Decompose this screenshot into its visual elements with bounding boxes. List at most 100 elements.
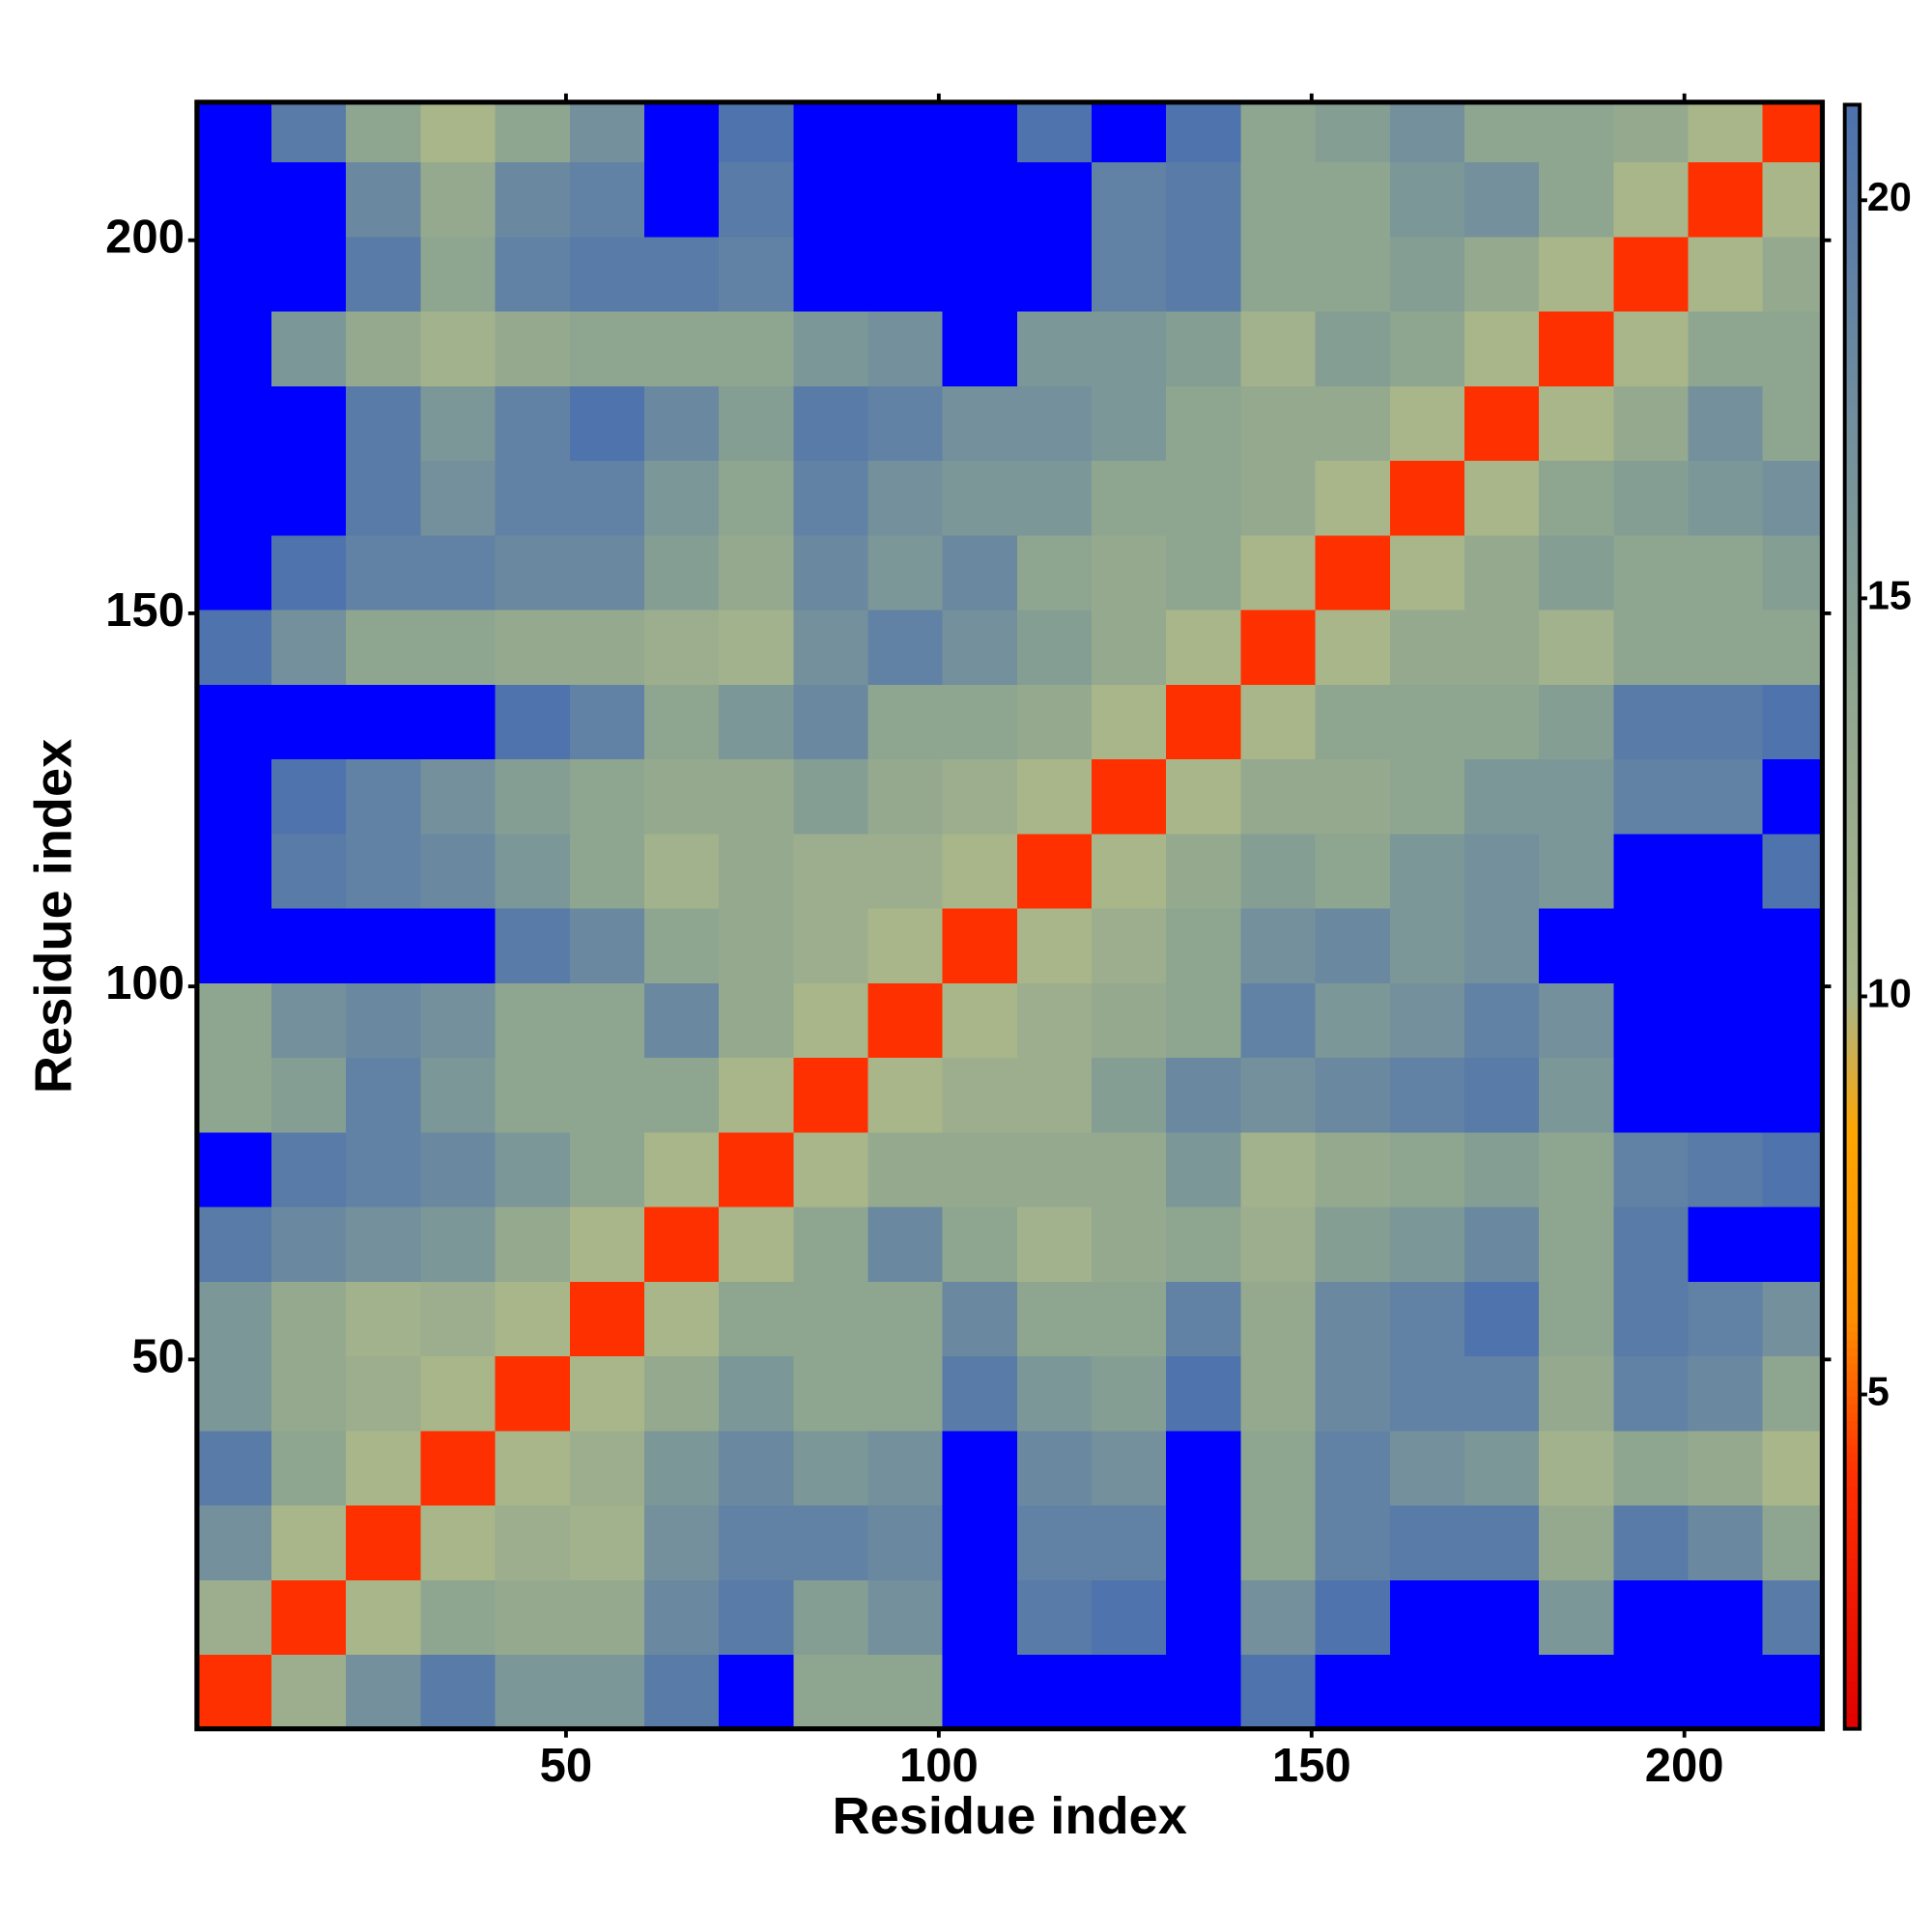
colorbar-slice <box>1844 624 1861 634</box>
heatmap-cell <box>495 982 571 1059</box>
colorbar-slice <box>1844 998 1861 1008</box>
colorbar-slice <box>1844 478 1861 488</box>
heatmap-cell <box>1240 1579 1317 1656</box>
colorbar-slice <box>1844 941 1861 951</box>
heatmap-cell <box>1092 1430 1167 1506</box>
heatmap-cell <box>1240 610 1317 685</box>
heatmap-cell <box>1613 1654 1690 1730</box>
colorbar-slice <box>1844 1136 1861 1146</box>
colorbar-slice <box>1844 738 1861 748</box>
colorbar-slice <box>1844 1339 1861 1349</box>
colorbar-slice <box>1844 1379 1861 1389</box>
heatmap-cell <box>942 236 1018 312</box>
heatmap-cell <box>346 1579 422 1656</box>
colorbar-slice <box>1844 1208 1861 1218</box>
colorbar-slice <box>1844 1298 1861 1308</box>
colorbar-slice <box>1844 1225 1861 1235</box>
heatmap-cell <box>1166 833 1242 909</box>
heatmap-cell <box>793 1355 869 1432</box>
heatmap-cell <box>271 1355 347 1432</box>
heatmap-cell <box>1016 610 1093 685</box>
colorbar-slice <box>1844 494 1861 504</box>
heatmap-cell <box>867 982 944 1059</box>
colorbar-slice <box>1844 722 1861 731</box>
colorbar-slice <box>1844 794 1861 805</box>
heatmap-cell <box>942 1281 1018 1357</box>
heatmap-cell <box>1389 460 1465 536</box>
heatmap-cell <box>495 101 571 163</box>
colorbar-slice <box>1844 274 1861 285</box>
colorbar-slice <box>1844 210 1861 219</box>
heatmap-cell <box>1240 1206 1317 1282</box>
colorbar-slice <box>1844 697 1861 707</box>
heatmap-cell <box>569 1579 645 1656</box>
heatmap-cell <box>719 1131 794 1208</box>
heatmap-cell <box>942 1206 1018 1282</box>
colorbar-slice <box>1844 355 1861 366</box>
heatmap-cell <box>420 1057 497 1133</box>
heatmap-cell <box>1240 534 1317 611</box>
heatmap-cell <box>643 1281 720 1357</box>
colorbar-slice <box>1844 1396 1861 1406</box>
colorbar-slice <box>1844 1177 1861 1186</box>
heatmap-cell <box>867 908 944 983</box>
heatmap-cell <box>1688 1355 1764 1432</box>
colorbar-slice <box>1844 949 1861 958</box>
heatmap-cell <box>271 908 347 983</box>
heatmap-cell <box>1315 1579 1391 1656</box>
heatmap-cell <box>1539 1504 1614 1580</box>
heatmap-cell <box>569 101 645 163</box>
colorbar-slice <box>1844 1054 1861 1065</box>
heatmap-cell <box>1463 1131 1540 1208</box>
heatmap-cell <box>271 1504 347 1580</box>
colorbar-slice <box>1844 315 1861 326</box>
heatmap-cell <box>1762 1057 1824 1133</box>
heatmap-cell <box>1166 1355 1242 1432</box>
heatmap-cell <box>1688 1654 1764 1730</box>
heatmap-cell <box>942 982 1018 1059</box>
heatmap-cell <box>1166 101 1242 163</box>
heatmap-cell <box>1092 460 1167 536</box>
colorbar-slice <box>1844 981 1861 991</box>
colorbar-slice <box>1844 331 1861 341</box>
colorbar-slice <box>1844 932 1861 943</box>
heatmap-cell <box>1166 311 1242 386</box>
heatmap-cell <box>1016 684 1093 760</box>
colorbar-slice <box>1844 1411 1861 1422</box>
heatmap-cell <box>196 1430 272 1506</box>
x-tick-label: 50 <box>540 1740 593 1792</box>
heatmap-cell <box>569 161 645 238</box>
colorbar-slice <box>1844 534 1861 545</box>
heatmap-cell <box>867 1504 944 1580</box>
heatmap-cell <box>495 1206 571 1282</box>
heatmap-cell <box>1613 236 1690 312</box>
heatmap-cell <box>643 236 720 312</box>
colorbar-slice <box>1844 1217 1861 1227</box>
heatmap-cell <box>643 1355 720 1432</box>
heatmap-cell <box>867 311 944 386</box>
colorbar-slice <box>1844 648 1861 658</box>
heatmap-cell <box>719 1504 794 1580</box>
colorbar-slice <box>1844 615 1861 626</box>
heatmap-cell <box>793 236 869 312</box>
heatmap-cell <box>1762 684 1824 760</box>
colorbar-slice <box>1844 729 1861 739</box>
colorbar-slice <box>1844 153 1861 163</box>
heatmap-cell <box>569 1281 645 1357</box>
colorbar-slice <box>1844 1022 1861 1032</box>
heatmap-cell <box>420 1281 497 1357</box>
heatmap-cell <box>569 1057 645 1133</box>
heatmap-cell <box>867 385 944 462</box>
colorbar-slice <box>1844 1111 1861 1121</box>
heatmap-cell <box>196 1654 272 1730</box>
heatmap-cell <box>1389 534 1465 611</box>
heatmap-cell <box>719 1355 794 1432</box>
heatmap-cell <box>1463 534 1540 611</box>
heatmap-cell <box>271 236 347 312</box>
heatmap-cell <box>1315 1281 1391 1357</box>
colorbar-slice <box>1844 1614 1861 1625</box>
heatmap-cell <box>1166 758 1242 835</box>
heatmap-cell <box>1613 460 1690 536</box>
heatmap-cell <box>1389 385 1465 462</box>
